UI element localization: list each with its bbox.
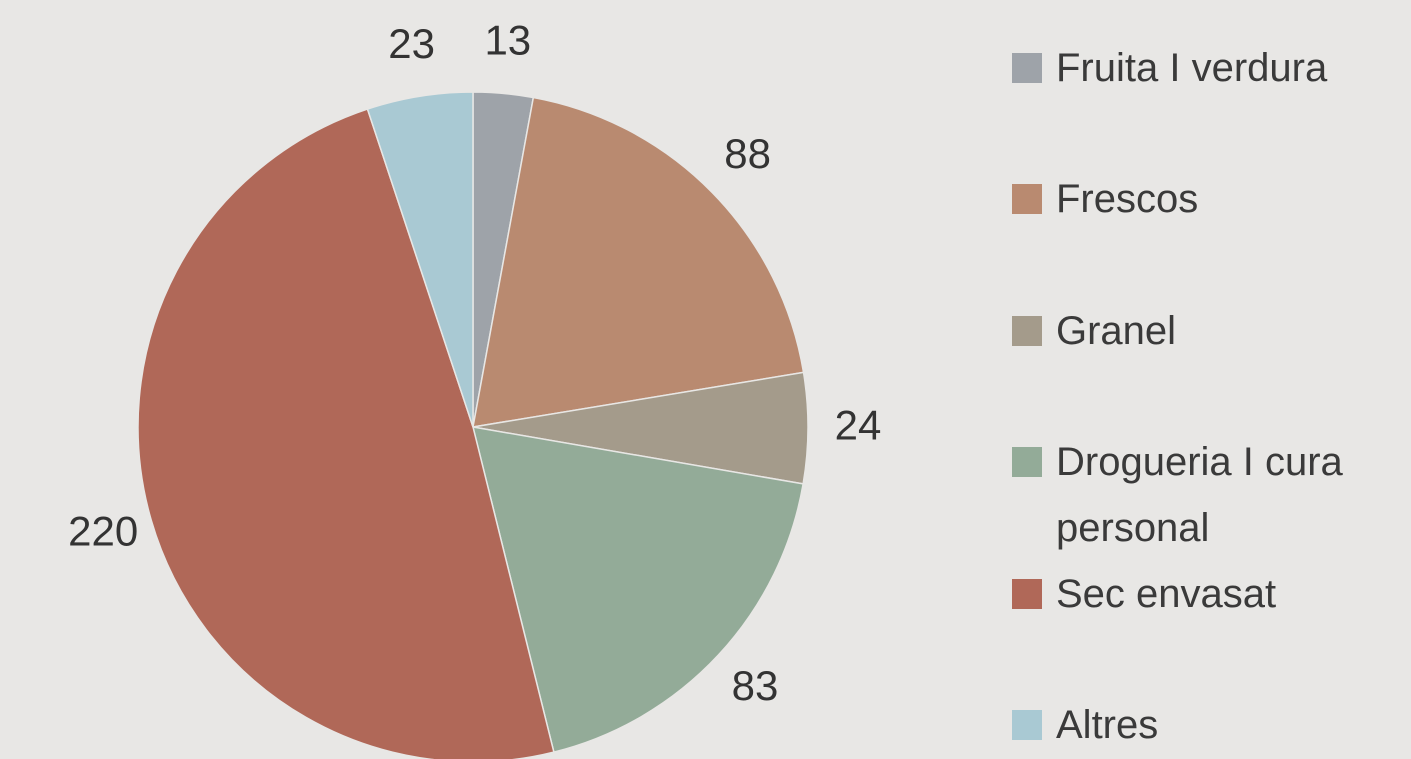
legend-item: Sec envasat — [1012, 561, 1401, 627]
legend-item: Granel — [1012, 298, 1401, 364]
pie-slice — [471, 426, 804, 754]
legend-swatch — [1012, 578, 1042, 609]
legend-label: Granel — [1056, 308, 1177, 353]
data-label: 83 — [732, 662, 779, 709]
pie-slice — [472, 96, 805, 428]
legend-label: Altres — [1056, 703, 1159, 747]
pie-slice — [366, 91, 474, 428]
legend-swatch — [1012, 53, 1042, 83]
legend-item: Altres — [1012, 692, 1401, 758]
legend-label: Drogueria I cura personal — [1056, 440, 1343, 551]
data-label: 220 — [68, 507, 138, 554]
data-label: 13 — [484, 17, 531, 64]
legend-label: Sec envasat — [1056, 571, 1277, 616]
legend-item: Fruita I verdura — [1012, 35, 1401, 101]
pie-slice — [137, 108, 555, 759]
legend-swatch — [1012, 710, 1042, 740]
data-label: 23 — [388, 20, 435, 67]
legend-swatch — [1012, 315, 1042, 346]
data-label: 88 — [724, 130, 771, 177]
legend-item: Frescos — [1012, 166, 1401, 232]
legend-item: Drogueria I cura personal — [1012, 429, 1401, 561]
legend-label: Fruita I verdura — [1056, 46, 1328, 90]
data-label: 24 — [835, 401, 882, 448]
legend-label: Frescos — [1056, 177, 1199, 222]
legend-swatch — [1012, 184, 1042, 215]
legend-swatch — [1012, 447, 1042, 478]
